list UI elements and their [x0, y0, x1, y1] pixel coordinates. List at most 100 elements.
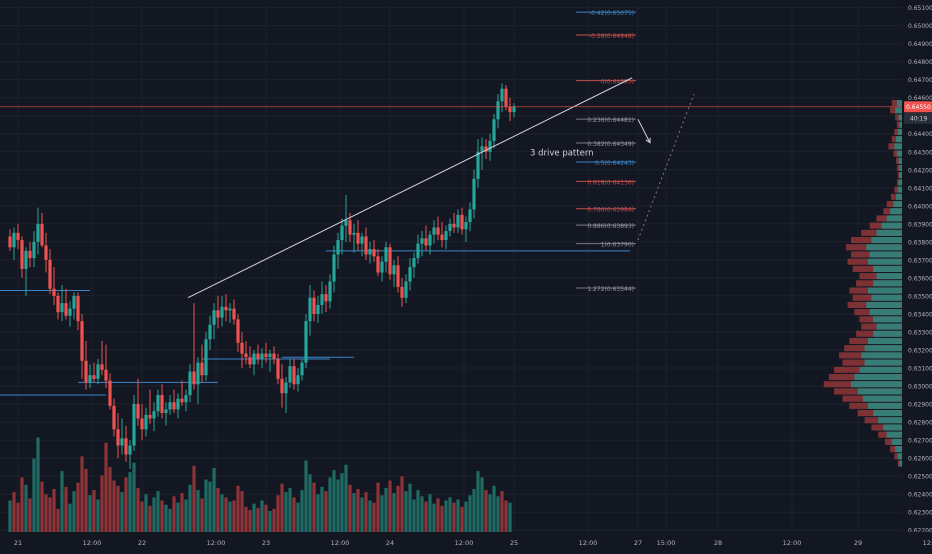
volume-bar [248, 509, 252, 532]
candle-body [348, 220, 352, 235]
volume-bar [92, 490, 96, 532]
volume-profile-up [862, 395, 902, 402]
volume-bar [304, 460, 308, 532]
candle-body [308, 297, 312, 322]
candle-body [100, 364, 104, 370]
candle-body [436, 227, 440, 235]
volume-bar [8, 500, 12, 532]
price-axis-background [902, 0, 932, 550]
volume-profile-up [873, 316, 902, 323]
volume-bar [352, 493, 356, 532]
candle-body [124, 438, 128, 455]
candle-body [336, 240, 340, 255]
price-tick-label: 0.62400 [908, 492, 932, 499]
candle-body [68, 308, 72, 316]
volume-profile-up [886, 431, 902, 438]
volume-profile-up [854, 373, 902, 381]
volume-profile-up [896, 100, 902, 107]
volume-bar [464, 501, 468, 532]
volume-bar [44, 494, 48, 532]
time-tick-label: 15:00 [657, 539, 676, 547]
time-tick-label: 12:00 [331, 539, 350, 547]
candle-body [292, 366, 296, 385]
fibonacci-layer[interactable]: -0.42(0.65075) -0.28(0.64948) 0(0.64695) 0.… [576, 10, 636, 293]
candle-body [472, 178, 476, 210]
volume-bar [180, 493, 184, 532]
candle-body [180, 398, 184, 403]
volume-bar [320, 486, 324, 532]
volume-bar [88, 495, 92, 532]
candle-body [52, 288, 56, 296]
volume-bar [340, 473, 344, 532]
candle-body [324, 294, 328, 302]
volume-profile-up [864, 345, 902, 352]
volume-bar [472, 488, 476, 532]
volume-bar [456, 499, 460, 532]
price-axis[interactable]: 0.65100 0.65000 0.64900 0.64800 0.64700 0.646… [902, 0, 932, 550]
drawings-layer[interactable]: 3 drive pattern [187, 77, 695, 299]
volume-bar [236, 485, 240, 532]
volume-bar [376, 482, 380, 532]
volume-bar [176, 502, 180, 532]
volume-bar [372, 502, 376, 532]
volume-profile-up [868, 258, 902, 265]
fib-level-label: 1.272(0.63544) [587, 286, 634, 293]
fib-diagonal-guide [637, 93, 695, 241]
volume-bar [212, 467, 216, 532]
volume-bar [384, 487, 388, 532]
price-tick-label: 0.64800 [908, 59, 932, 66]
time-axis[interactable]: 21 12:00 22 12:00 23 12:00 24 12:00 25 12:00 27 15:… [0, 532, 932, 550]
candle-body [496, 101, 500, 120]
volume-bar [152, 497, 156, 532]
volume-bar [284, 492, 288, 532]
volume-bar [136, 487, 140, 532]
time-tick-label: 27 [634, 539, 642, 547]
candle-body [76, 295, 80, 322]
volume-profile-up [895, 446, 902, 453]
candle-body [432, 227, 436, 235]
candle-body [412, 258, 416, 268]
candle-body [236, 319, 240, 343]
volume-bar [224, 497, 228, 532]
candle-body [216, 310, 220, 318]
volume-bar [400, 476, 404, 532]
volume-bar [264, 504, 268, 532]
price-tick-label: 0.62500 [908, 474, 932, 481]
price-tick-label: 0.64300 [908, 149, 932, 156]
candle-body [92, 375, 96, 379]
candle-body [304, 321, 308, 363]
volume-profile-up [868, 337, 902, 345]
volume-bar [420, 496, 424, 532]
volume-bar [392, 493, 396, 532]
annotation-label: 3 drive pattern [530, 148, 594, 158]
time-tick-label: 12:00 [455, 539, 474, 547]
volume-bar [12, 492, 16, 532]
volume-bar [428, 494, 432, 532]
volume-profile-up [883, 424, 902, 431]
volume-bar [184, 499, 188, 532]
candle-body [440, 234, 444, 241]
candle-body [172, 402, 176, 410]
candle-body [396, 265, 400, 287]
volume-bar [272, 508, 276, 532]
candle-body [456, 214, 460, 228]
volume-bar [432, 503, 436, 532]
candle-body [84, 360, 88, 383]
price-tick-label: 0.64100 [908, 185, 932, 192]
candle-body [8, 236, 12, 248]
volume-bar [116, 485, 120, 532]
volume-bar [312, 482, 316, 532]
time-tick-label: 21 [14, 539, 22, 547]
volume-profile-up [873, 265, 902, 272]
candle-body [260, 353, 264, 360]
candle-body [108, 380, 112, 406]
volume-bar [288, 487, 292, 532]
candle-body [504, 88, 508, 107]
time-tick-label: 24 [386, 539, 394, 547]
price-tick-label: 0.63500 [908, 293, 932, 300]
candle-body [392, 265, 396, 275]
candle-body [500, 88, 504, 102]
candle-body [356, 232, 360, 244]
